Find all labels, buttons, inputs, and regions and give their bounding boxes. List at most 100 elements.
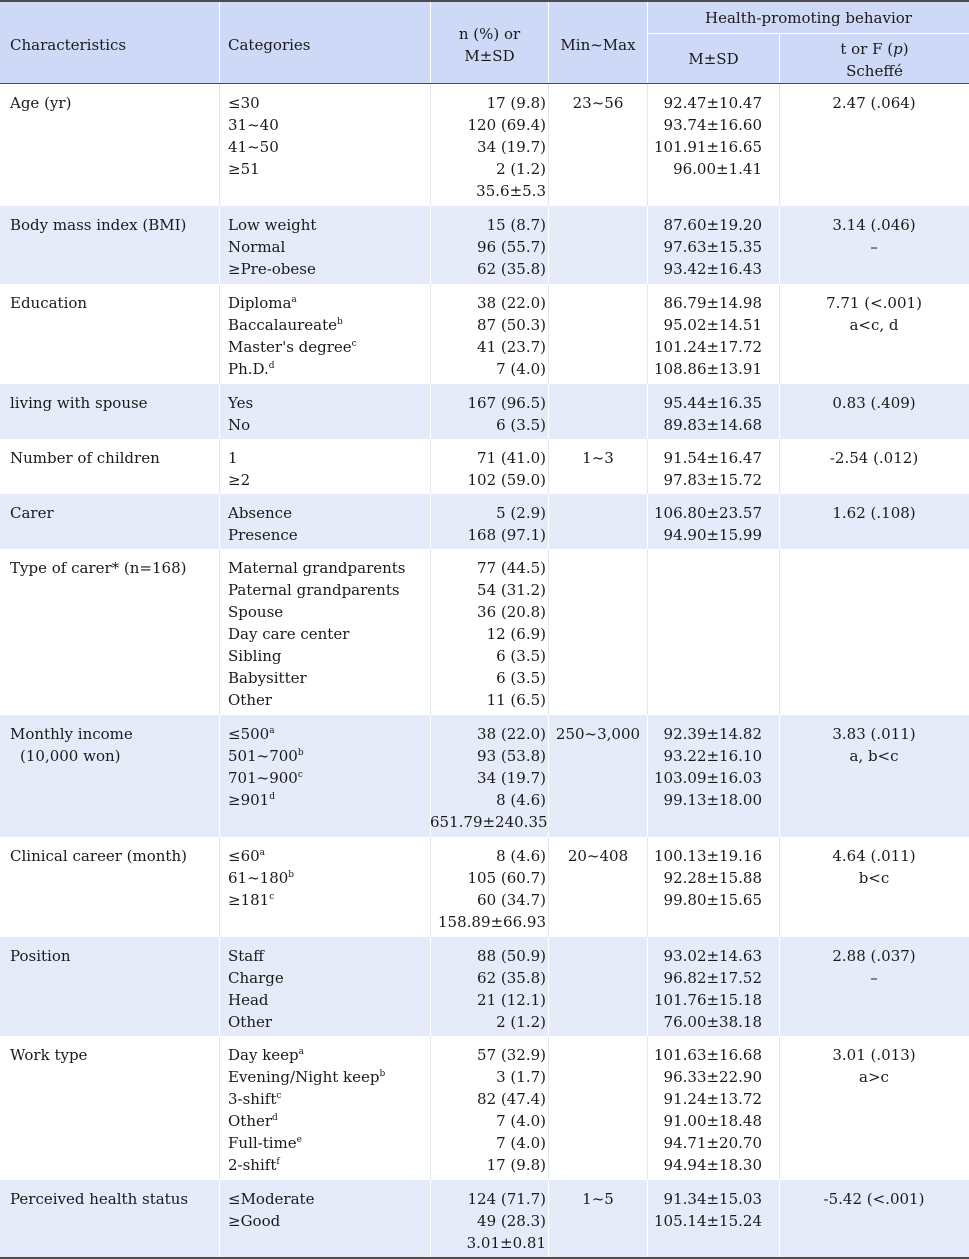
column-divider xyxy=(779,33,780,83)
n-pct-cell: 38 (22.0) 87 (50.3) 41 (23.7) 7 (4.0) xyxy=(430,292,546,380)
n-pct-cell-line: 8 (4.6) xyxy=(496,847,546,865)
column-divider xyxy=(548,1180,549,1257)
category-cell-line: Diplomaa xyxy=(228,292,357,314)
n-pct-cell-line: 36 (20.8) xyxy=(477,603,546,621)
stat-cell: 3.01 (.013) a>c xyxy=(779,1044,969,1088)
category-superscript: b xyxy=(288,870,295,880)
n-pct-cell-line: 77 (44.5) xyxy=(477,559,546,577)
category-text: 1 xyxy=(228,449,238,467)
characteristic-cell-line: Age (yr) xyxy=(10,94,72,112)
stat-cell: -5.42 (<.001) xyxy=(779,1188,969,1210)
category-superscript: f xyxy=(276,1157,280,1167)
category-text: Sibling xyxy=(228,647,282,665)
category-cell-line: 701~900c xyxy=(228,767,304,789)
n-pct-cell-line: 120 (69.4) xyxy=(467,116,546,134)
column-divider xyxy=(548,206,549,284)
category-cell-line: Yes xyxy=(228,392,253,414)
column-divider xyxy=(779,1036,780,1180)
characteristic-cell: Education xyxy=(10,292,87,314)
stat-cell-line: a<c, d xyxy=(849,316,899,334)
min-max-cell: 20~408 xyxy=(549,845,647,867)
category-cell-line: Low weight xyxy=(228,214,316,236)
column-divider xyxy=(779,715,780,837)
msd-cell-line: 103.09±16.03 xyxy=(654,769,762,787)
n-pct-cell-line: 82 (47.4) xyxy=(477,1090,546,1108)
column-divider xyxy=(548,837,549,937)
category-cell-line: 2-shiftf xyxy=(228,1154,385,1176)
column-divider xyxy=(219,384,220,439)
column-divider xyxy=(430,439,431,494)
msd-cell-line: 106.80±23.57 xyxy=(654,504,762,522)
column-divider xyxy=(779,206,780,284)
category-cell-line: ≥181c xyxy=(228,889,294,911)
msd-cell-line: 92.47±10.47 xyxy=(663,94,762,112)
column-divider xyxy=(219,494,220,549)
msd-cell-line: 95.02±14.51 xyxy=(663,316,762,334)
stat-cell-line: – xyxy=(870,238,878,256)
category-cell-line: Master's degreec xyxy=(228,336,357,358)
header-characteristics: Characteristics xyxy=(10,36,127,54)
column-divider xyxy=(647,2,648,83)
msd-cell-line: 97.63±15.35 xyxy=(663,238,762,256)
category-text: ≥Good xyxy=(228,1212,281,1230)
stat-cell: 7.71 (<.001) a<c, d xyxy=(779,292,969,336)
column-divider xyxy=(430,206,431,284)
msd-cell: 92.39±14.82 93.22±16.10 103.09±16.03 99.13±… xyxy=(648,723,762,811)
n-pct-cell-line: 8 (4.6) xyxy=(496,791,546,809)
min-max-cell: 250~3,000 xyxy=(549,723,647,745)
table-row-group: Perceived health status ≤Moderate ≥Good 124… xyxy=(0,1180,969,1257)
category-cell-line: ≤Moderate xyxy=(228,1188,314,1210)
n-pct-cell-line: 6 (3.5) xyxy=(496,669,546,687)
n-pct-cell-line: 7 (4.0) xyxy=(496,360,546,378)
column-divider xyxy=(548,384,549,439)
characteristic-cell-line: living with spouse xyxy=(10,394,148,412)
n-pct-cell-line: 34 (19.7) xyxy=(477,769,546,787)
category-cell: Day keepa Evening/Night keepb 3-shiftc Othe… xyxy=(228,1044,385,1176)
category-cell-line: Ph.D.d xyxy=(228,358,357,380)
category-text: Day keep xyxy=(228,1046,299,1064)
category-cell-line: Spouse xyxy=(228,601,406,623)
category-superscript: d xyxy=(269,792,275,802)
table-row-group: Carer Absence Presence 5 (2.9) 168 (97.1) 106… xyxy=(0,494,969,549)
stat-cell: 3.14 (.046) – xyxy=(779,214,969,258)
n-pct-cell: 77 (44.5) 54 (31.2) 36 (20.8) 12 (6.9) 6 (3.… xyxy=(430,557,546,711)
header-categories: Categories xyxy=(228,36,311,54)
category-cell-line: ≤30 xyxy=(228,92,279,114)
table-header: Characteristics Categories n (%) or M±SD… xyxy=(0,0,969,84)
n-pct-cell-line: 34 (19.7) xyxy=(477,138,546,156)
category-text: Other xyxy=(228,1013,273,1031)
msd-cell-line: 94.90±15.99 xyxy=(663,526,762,544)
category-cell-line: 61~180b xyxy=(228,867,294,889)
category-text: ≥2 xyxy=(228,471,251,489)
stat-cell-line: 3.83 (.011) xyxy=(832,725,916,743)
msd-cell-line: 92.39±14.82 xyxy=(663,725,762,743)
category-cell: ≤30 31~40 41~50 ≥51 xyxy=(228,92,279,180)
category-superscript: c xyxy=(276,1091,282,1101)
msd-cell-line: 100.13±19.16 xyxy=(654,847,762,865)
msd-cell-line: 108.86±13.91 xyxy=(654,360,762,378)
n-pct-cell: 17 (9.8) 120 (69.4) 34 (19.7) 2 (1.2) 35.6±5… xyxy=(430,92,546,202)
category-text: ≤30 xyxy=(228,94,260,112)
n-pct-cell-line: 102 (59.0) xyxy=(467,471,546,489)
column-divider xyxy=(647,284,648,384)
column-divider xyxy=(647,937,648,1036)
stat-cell: 1.62 (.108) xyxy=(779,502,969,524)
msd-cell-line: 93.02±14.63 xyxy=(663,947,762,965)
column-divider xyxy=(548,439,549,494)
characteristic-cell: living with spouse xyxy=(10,392,148,414)
characteristic-cell-line: Education xyxy=(10,294,88,312)
msd-cell-line: 99.80±15.65 xyxy=(663,891,762,909)
category-cell-line: Charge xyxy=(228,967,284,989)
msd-cell-line: 76.00±38.18 xyxy=(663,1013,762,1031)
n-pct-cell-line: 49 (28.3) xyxy=(477,1212,546,1230)
msd-cell-line: 91.54±16.47 xyxy=(663,449,762,467)
characteristic-cell: Number of children xyxy=(10,447,160,469)
n-pct-cell-line: 41 (23.7) xyxy=(477,338,546,356)
n-pct-cell-line: 12 (6.9) xyxy=(486,625,546,643)
stat-cell-line: 0.83 (.409) xyxy=(832,394,916,412)
category-cell: 1 ≥2 xyxy=(228,447,250,491)
n-pct-cell-line: 62 (35.8) xyxy=(477,260,546,278)
category-cell-line: Staff xyxy=(228,945,284,967)
characteristic-cell: Body mass index (BMI) xyxy=(10,214,186,236)
column-divider xyxy=(219,937,220,1036)
